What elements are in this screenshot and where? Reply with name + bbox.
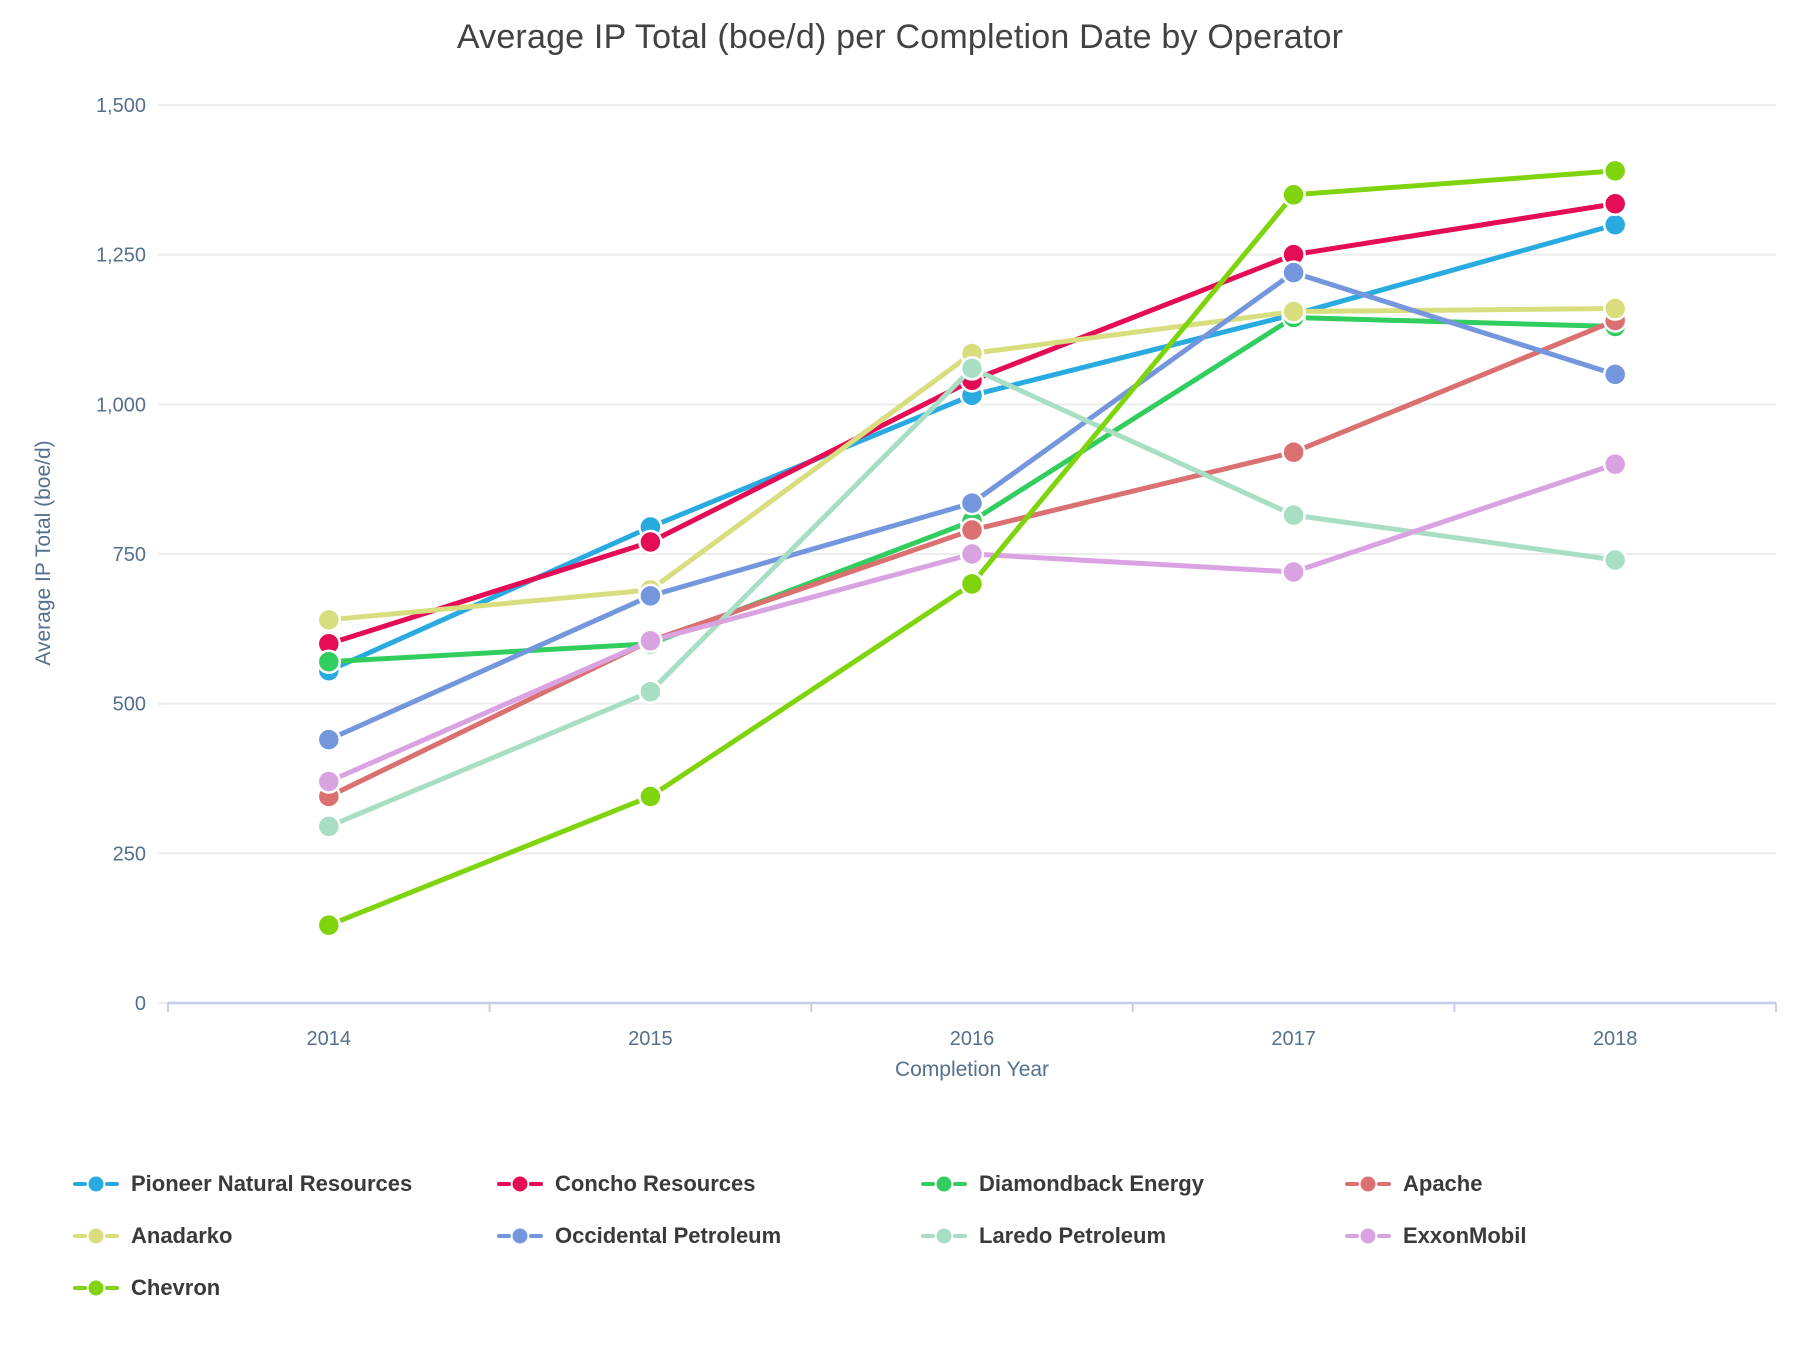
point-exxonmobil-2015 [638,628,663,654]
point-laredo-petroleum-2014 [316,814,342,839]
legend-label: Laredo Petroleum [979,1223,1167,1248]
legend-label: Concho Resources [555,1171,756,1196]
legend-item-diamondback-energy[interactable]: Diamondback Energy [921,1171,1345,1197]
legend-marker-icon [73,1280,119,1296]
legend-label: Anadarko [131,1223,233,1248]
point-concho-resources-2018 [1602,191,1628,217]
legend-marker-icon [73,1228,119,1244]
y-tick-label-250: 250 [113,843,146,865]
point-exxonmobil-2014 [316,769,342,794]
point-laredo-petroleum-2017 [1281,502,1306,528]
point-anadarko-2017 [1281,299,1306,324]
legend-marker-icon [497,1176,543,1192]
x-tick-label-2016: 2016 [950,1028,995,1050]
legend-label: Occidental Petroleum [555,1223,782,1248]
point-exxonmobil-2018 [1602,451,1628,477]
legend: Pioneer Natural Resources Concho Resource… [73,1158,1769,1314]
point-apache-2017 [1281,439,1306,465]
legend-marker-icon [1345,1176,1391,1192]
point-chevron-2018 [1602,158,1628,184]
legend-item-exxonmobil[interactable]: ExxonMobil [1345,1223,1769,1249]
legend-label: Chevron [131,1275,221,1300]
legend-item-occidental-petroleum[interactable]: Occidental Petroleum [497,1223,921,1249]
x-tick-label-2017: 2017 [1271,1028,1316,1050]
legend-label: ExxonMobil [1403,1223,1527,1248]
legend-marker-icon [921,1176,967,1192]
point-exxonmobil-2016 [959,541,985,567]
point-apache-2016 [959,517,985,543]
point-concho-resources-2015 [638,529,663,555]
legend-item-concho-resources[interactable]: Concho Resources [497,1171,921,1197]
point-anadarko-2018 [1602,296,1628,321]
y-tick-label-750: 750 [113,544,146,566]
legend-item-laredo-petroleum[interactable]: Laredo Petroleum [921,1223,1345,1249]
point-laredo-petroleum-2018 [1602,547,1628,573]
legend-marker-icon [921,1228,967,1244]
point-laredo-petroleum-2016 [959,356,985,381]
legend-label: Apache [1403,1171,1483,1196]
y-tick-label-1000: 1,000 [96,394,146,416]
y-tick-label-500: 500 [113,694,146,716]
point-occidental-petroleum-2017 [1281,260,1306,285]
point-occidental-petroleum-2015 [638,583,663,609]
x-tick-label-2018: 2018 [1593,1028,1638,1050]
x-axis-title: Completion Year [894,1058,1050,1081]
legend-marker-icon [1345,1228,1391,1244]
chart-title: Average IP Total (boe/d) per Completion … [456,18,1344,56]
legend-label: Pioneer Natural Resources [131,1171,413,1196]
point-pioneer-natural-resources-2018 [1602,212,1628,237]
point-anadarko-2014 [316,607,342,633]
y-tick-label-1250: 1,250 [96,245,146,267]
point-laredo-petroleum-2015 [638,679,663,704]
point-chevron-2015 [638,784,663,809]
y-tick-label-1500: 1,500 [96,95,146,117]
point-occidental-petroleum-2016 [959,490,985,516]
point-chevron-2016 [959,571,985,597]
x-tick-label-2015: 2015 [628,1028,673,1050]
legend-marker-icon [497,1228,543,1244]
legend-item-apache[interactable]: Apache [1345,1171,1769,1197]
y-tick-label-0: 0 [135,993,146,1015]
point-exxonmobil-2017 [1281,559,1306,585]
x-tick-label-2014: 2014 [307,1028,352,1050]
legend-label: Diamondback Energy [979,1171,1204,1196]
legend-marker-icon [73,1176,119,1192]
legend-item-chevron[interactable]: Chevron [73,1275,497,1301]
legend-item-anadarko[interactable]: Anadarko [73,1223,497,1249]
point-occidental-petroleum-2018 [1602,362,1628,387]
point-chevron-2014 [316,912,342,938]
point-occidental-petroleum-2014 [316,727,342,752]
point-chevron-2017 [1281,182,1306,208]
legend-item-pioneer-natural-resources[interactable]: Pioneer Natural Resources [73,1171,497,1197]
point-diamondback-energy-2014 [316,649,342,675]
series-line-laredo-petroleum [326,365,1618,829]
